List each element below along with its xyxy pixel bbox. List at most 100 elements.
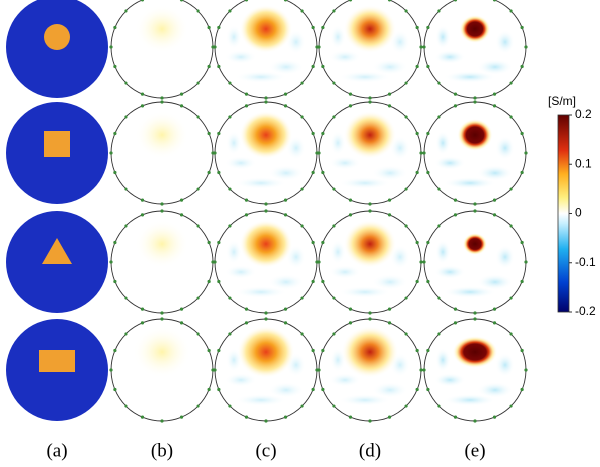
electrode [404, 81, 408, 85]
electrode [207, 279, 211, 284]
electrode [453, 415, 458, 419]
artifact [225, 50, 257, 64]
electrode [196, 404, 200, 408]
electrode [124, 332, 128, 336]
electrode [415, 25, 419, 30]
electrode [264, 100, 268, 104]
electrode [228, 187, 232, 191]
electrode [140, 307, 145, 311]
electrode [283, 104, 288, 108]
electrode [492, 198, 497, 202]
electrode [453, 92, 458, 96]
electrode [124, 81, 128, 85]
artifact [226, 240, 242, 264]
electrode [311, 387, 315, 392]
electrode [113, 279, 117, 284]
electrode [207, 348, 211, 353]
artifact [444, 394, 496, 406]
artifact [434, 265, 466, 279]
electrode [415, 387, 419, 392]
electrode [422, 260, 426, 264]
electrode [264, 419, 268, 423]
column-label: (e) [464, 440, 485, 461]
colorbar-tick-label: 0 [575, 206, 582, 220]
electrode [473, 317, 477, 321]
artifact [339, 286, 391, 298]
artifact [435, 25, 451, 49]
electrode [311, 64, 315, 69]
electrode [419, 260, 423, 264]
reconstructed-inclusion [343, 111, 397, 159]
electrode [332, 332, 336, 336]
electrode [244, 104, 249, 108]
electrode [283, 213, 288, 217]
reconstructed-inclusion [459, 15, 491, 43]
electrode [387, 92, 392, 96]
electrode [492, 321, 497, 325]
electrode [311, 279, 315, 284]
artifact [329, 50, 361, 64]
electrode [332, 81, 336, 85]
electrode [217, 348, 221, 353]
electrode [196, 332, 200, 336]
electrode [113, 170, 117, 175]
artifact [235, 394, 287, 406]
electrode [453, 213, 458, 217]
electrode [368, 317, 372, 321]
electrode [207, 131, 211, 136]
electrode [140, 104, 145, 108]
electrode [228, 115, 232, 119]
artifact [477, 165, 513, 181]
electrode [124, 296, 128, 300]
artifact [268, 59, 304, 75]
electrode [368, 209, 372, 213]
electrode [426, 387, 430, 392]
electrode [520, 25, 524, 30]
electrode [140, 415, 145, 419]
electrode [473, 311, 477, 315]
artifact [225, 265, 257, 279]
electrode [228, 296, 232, 300]
artifact [444, 71, 496, 83]
artifact [372, 59, 408, 75]
electrode [368, 100, 372, 104]
artifact [226, 131, 242, 155]
electrode [217, 240, 221, 245]
electrode [311, 348, 315, 353]
electrode [426, 348, 430, 353]
artifact [330, 25, 346, 49]
colorbar-ticks: 0.2 0.1 0 -0.1 -0.2 [569, 107, 596, 318]
colorbar-tick-label: -0.1 [575, 255, 596, 269]
electrode [228, 332, 232, 336]
electrode [113, 387, 117, 392]
artifact [495, 136, 515, 160]
artifact [372, 165, 408, 181]
electrode [196, 81, 200, 85]
artifact [495, 353, 515, 377]
artifact [235, 71, 287, 83]
electrode [300, 115, 304, 119]
artifact [226, 25, 242, 49]
electrode [332, 224, 336, 228]
artifact [444, 286, 496, 298]
electrode [140, 0, 145, 2]
electrode [387, 321, 392, 325]
inclusion [42, 238, 72, 264]
electrode [228, 404, 232, 408]
electrode [179, 104, 184, 108]
electrode [404, 404, 408, 408]
electrode [217, 25, 221, 30]
artifact [372, 382, 408, 398]
electrode [426, 170, 430, 175]
electrode [217, 131, 221, 136]
electrode [160, 317, 164, 321]
electrode [300, 332, 304, 336]
electrode [179, 321, 184, 325]
artifact [339, 394, 391, 406]
electrode [300, 9, 304, 13]
electrode [509, 115, 513, 119]
electrode [217, 387, 221, 392]
electrode [124, 224, 128, 228]
reconstructed-inclusion [341, 326, 399, 378]
electrode [348, 0, 353, 2]
